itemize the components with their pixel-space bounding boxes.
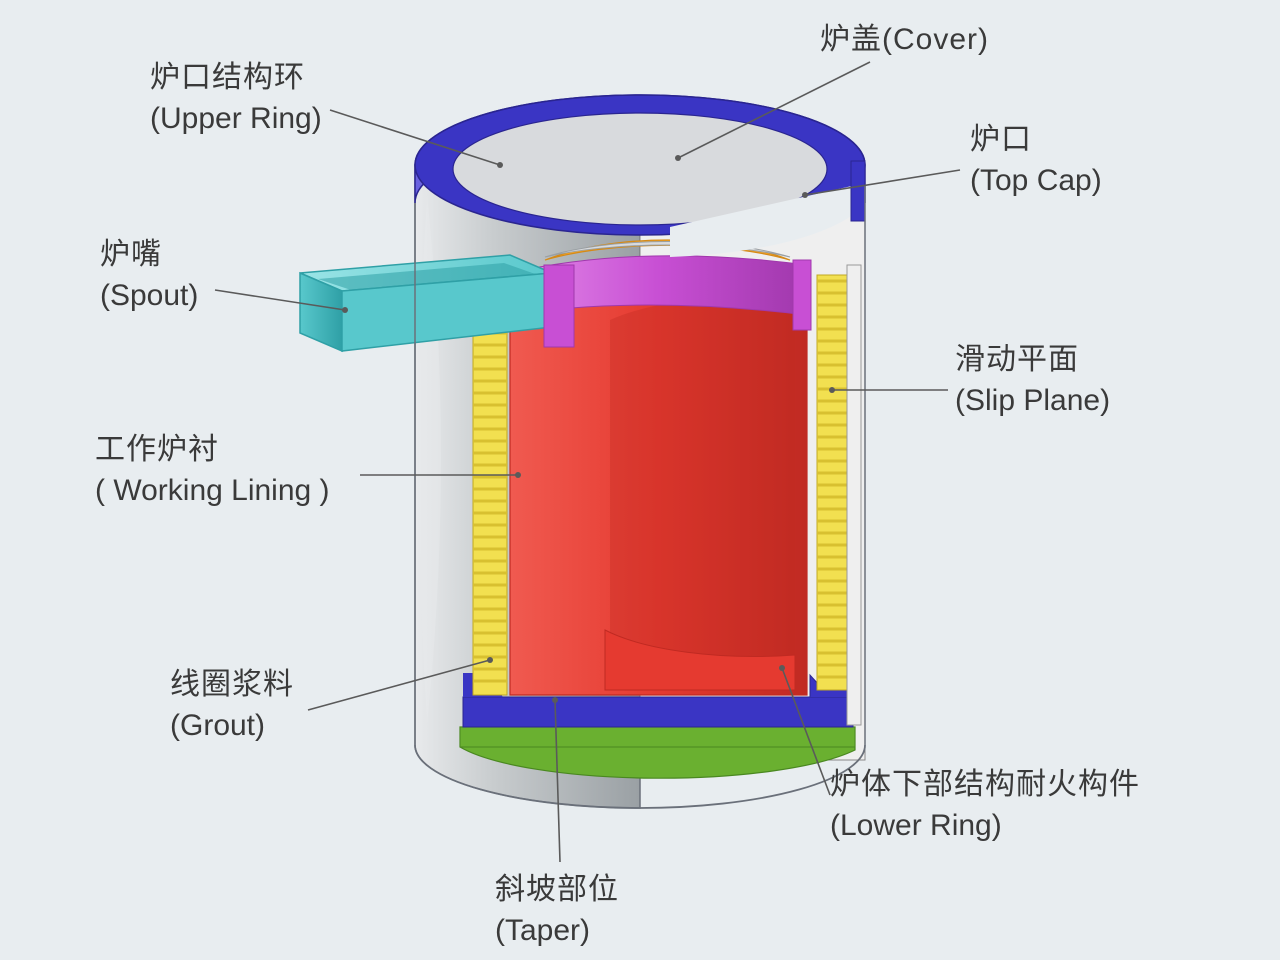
- label-en: (Lower Ring): [830, 806, 1140, 847]
- label-cover: 炉盖(Cover): [820, 20, 989, 61]
- label-cn: 线圈浆料: [170, 665, 294, 706]
- label-en: (Slip Plane): [955, 381, 1110, 422]
- label-en: (Taper): [495, 911, 619, 952]
- label-en: (Top Cap): [970, 161, 1102, 202]
- label-cn: 炉体下部结构耐火构件: [830, 765, 1140, 806]
- label-en: ( Working Lining ): [95, 471, 330, 512]
- label-cn: 炉嘴: [100, 235, 198, 276]
- label-cn: 炉口结构环: [150, 58, 322, 99]
- label-en: (Spout): [100, 276, 198, 317]
- label-en: (Upper Ring): [150, 99, 322, 140]
- label-cn: 炉口: [970, 120, 1102, 161]
- label-cn: 炉盖(Cover): [820, 20, 989, 61]
- label-spout: 炉嘴 (Spout): [100, 235, 198, 316]
- label-cn: 滑动平面: [955, 340, 1110, 381]
- label-upper-ring: 炉口结构环 (Upper Ring): [150, 58, 322, 139]
- label-slip-plane: 滑动平面 (Slip Plane): [955, 340, 1110, 421]
- label-top-cap: 炉口 (Top Cap): [970, 120, 1102, 201]
- label-en: (Grout): [170, 706, 294, 747]
- label-cn: 工作炉衬: [95, 430, 330, 471]
- label-lower-ring: 炉体下部结构耐火构件 (Lower Ring): [830, 765, 1140, 846]
- label-grout: 线圈浆料 (Grout): [170, 665, 294, 746]
- label-working-lining: 工作炉衬 ( Working Lining ): [95, 430, 330, 511]
- label-cn: 斜坡部位: [495, 870, 619, 911]
- label-taper: 斜坡部位 (Taper): [495, 870, 619, 951]
